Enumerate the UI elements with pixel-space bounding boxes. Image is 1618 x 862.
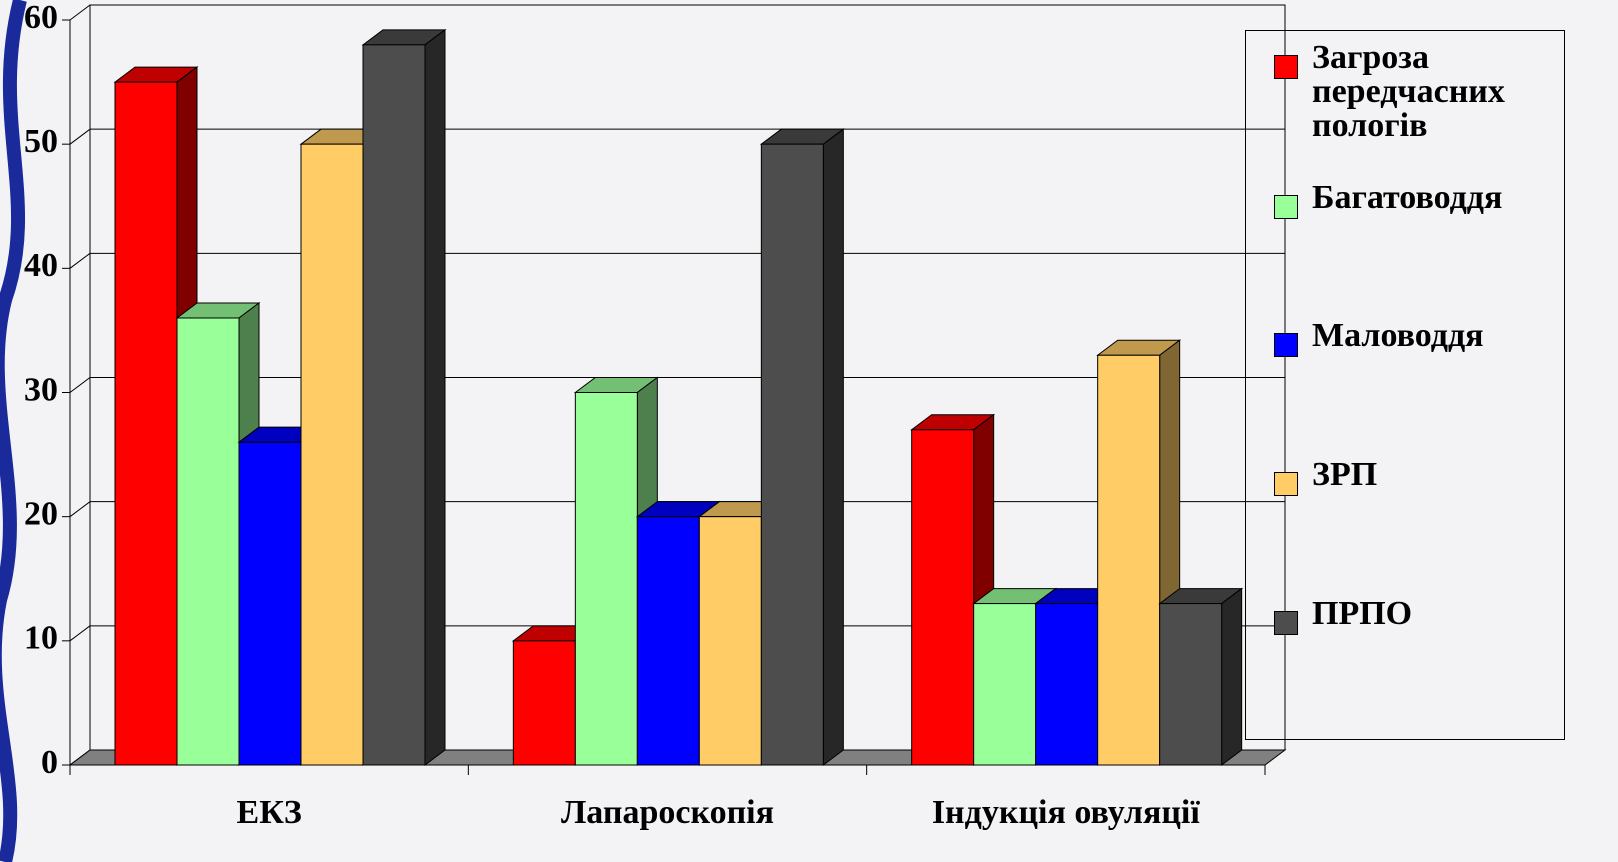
- legend-swatch: [1274, 333, 1298, 357]
- y-tick-label: 50: [24, 123, 58, 160]
- y-tick-label: 20: [24, 495, 58, 532]
- legend-label: ПРПО: [1312, 595, 1413, 632]
- bar: [1159, 603, 1223, 766]
- bar-side: [1221, 587, 1243, 766]
- x-tick-label: Індукція овуляції: [932, 794, 1201, 831]
- bar: [636, 516, 700, 766]
- legend-label: Багатоводдя: [1312, 179, 1503, 216]
- bar: [1035, 603, 1099, 766]
- legend: Загроза передчасних пологів Багатоводдя Ма…: [1245, 30, 1565, 740]
- legend-swatch: [1274, 611, 1298, 635]
- y-tick-label: 40: [24, 247, 58, 284]
- bar: [512, 640, 576, 766]
- legend-label: Загроза передчасних пологів: [1312, 39, 1505, 144]
- grid-line: [69, 501, 91, 518]
- y-tick-label: 30: [24, 371, 58, 408]
- decoration: [0, 0, 27, 862]
- grid-line: [69, 252, 91, 269]
- bar: [114, 81, 178, 766]
- grid-line: [69, 4, 91, 21]
- legend-label: Маловоддя: [1312, 317, 1484, 354]
- y-tick-label: 0: [41, 744, 58, 781]
- bar: [911, 429, 975, 766]
- bar: [176, 317, 240, 766]
- bar: [300, 143, 364, 766]
- y-tick-label: 60: [24, 0, 58, 36]
- legend-label: ЗРП: [1312, 456, 1378, 493]
- bar: [698, 516, 762, 766]
- x-tick-label: Лапароскопія: [561, 794, 774, 831]
- bar: [238, 441, 302, 766]
- bar: [574, 392, 638, 766]
- y-tick-label: 10: [24, 620, 58, 657]
- legend-swatch: [1274, 55, 1298, 79]
- bar: [1097, 354, 1161, 766]
- grid-line: [69, 128, 91, 145]
- legend-swatch: [1274, 472, 1298, 496]
- bar: [362, 44, 426, 766]
- bar-side: [424, 28, 446, 766]
- bar: [760, 143, 824, 766]
- grid-line: [69, 625, 91, 642]
- bar-side: [822, 128, 844, 766]
- bar: [973, 603, 1037, 766]
- x-tick-label: ЕКЗ: [237, 794, 302, 831]
- legend-swatch: [1274, 195, 1298, 219]
- grid-line: [69, 377, 91, 393]
